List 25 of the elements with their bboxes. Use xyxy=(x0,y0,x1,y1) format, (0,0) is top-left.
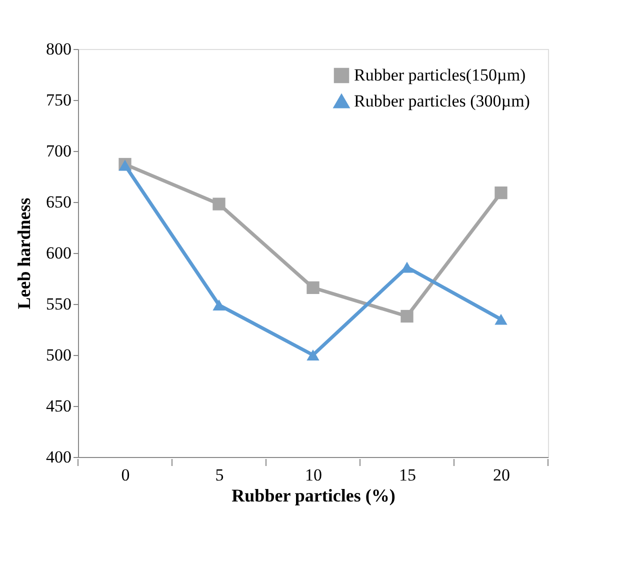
y-tick-label: 700 xyxy=(46,142,72,160)
legend-label: Rubber particles (300µm) xyxy=(354,92,530,110)
point xyxy=(494,314,508,325)
y-axis-title: Leeb hardness xyxy=(14,198,34,310)
point xyxy=(306,281,320,294)
x-axis-title: Rubber particles (%) xyxy=(232,486,396,506)
y-tick-label: 600 xyxy=(46,244,72,262)
y-tick-label: 450 xyxy=(46,396,72,416)
point xyxy=(494,186,508,200)
point xyxy=(212,198,226,210)
x-tick-label: 20 xyxy=(493,466,510,484)
point xyxy=(306,350,320,360)
y-tick-label: 800 xyxy=(46,40,72,58)
y-tick-label: 400 xyxy=(46,448,72,466)
legend-label: Rubber particles(150µm) xyxy=(354,66,526,84)
x-tick-label: 15 xyxy=(399,466,416,484)
point xyxy=(400,310,414,323)
x-tick-label: 10 xyxy=(305,466,322,484)
x-tick-label: 5 xyxy=(215,466,224,484)
y-tick-label: 750 xyxy=(46,90,72,110)
point xyxy=(212,300,226,310)
y-tick-label: 500 xyxy=(46,346,72,364)
y-tick-label: 650 xyxy=(46,192,72,212)
x-tick-label: 0 xyxy=(121,466,130,484)
y-tick-label: 550 xyxy=(46,294,72,314)
